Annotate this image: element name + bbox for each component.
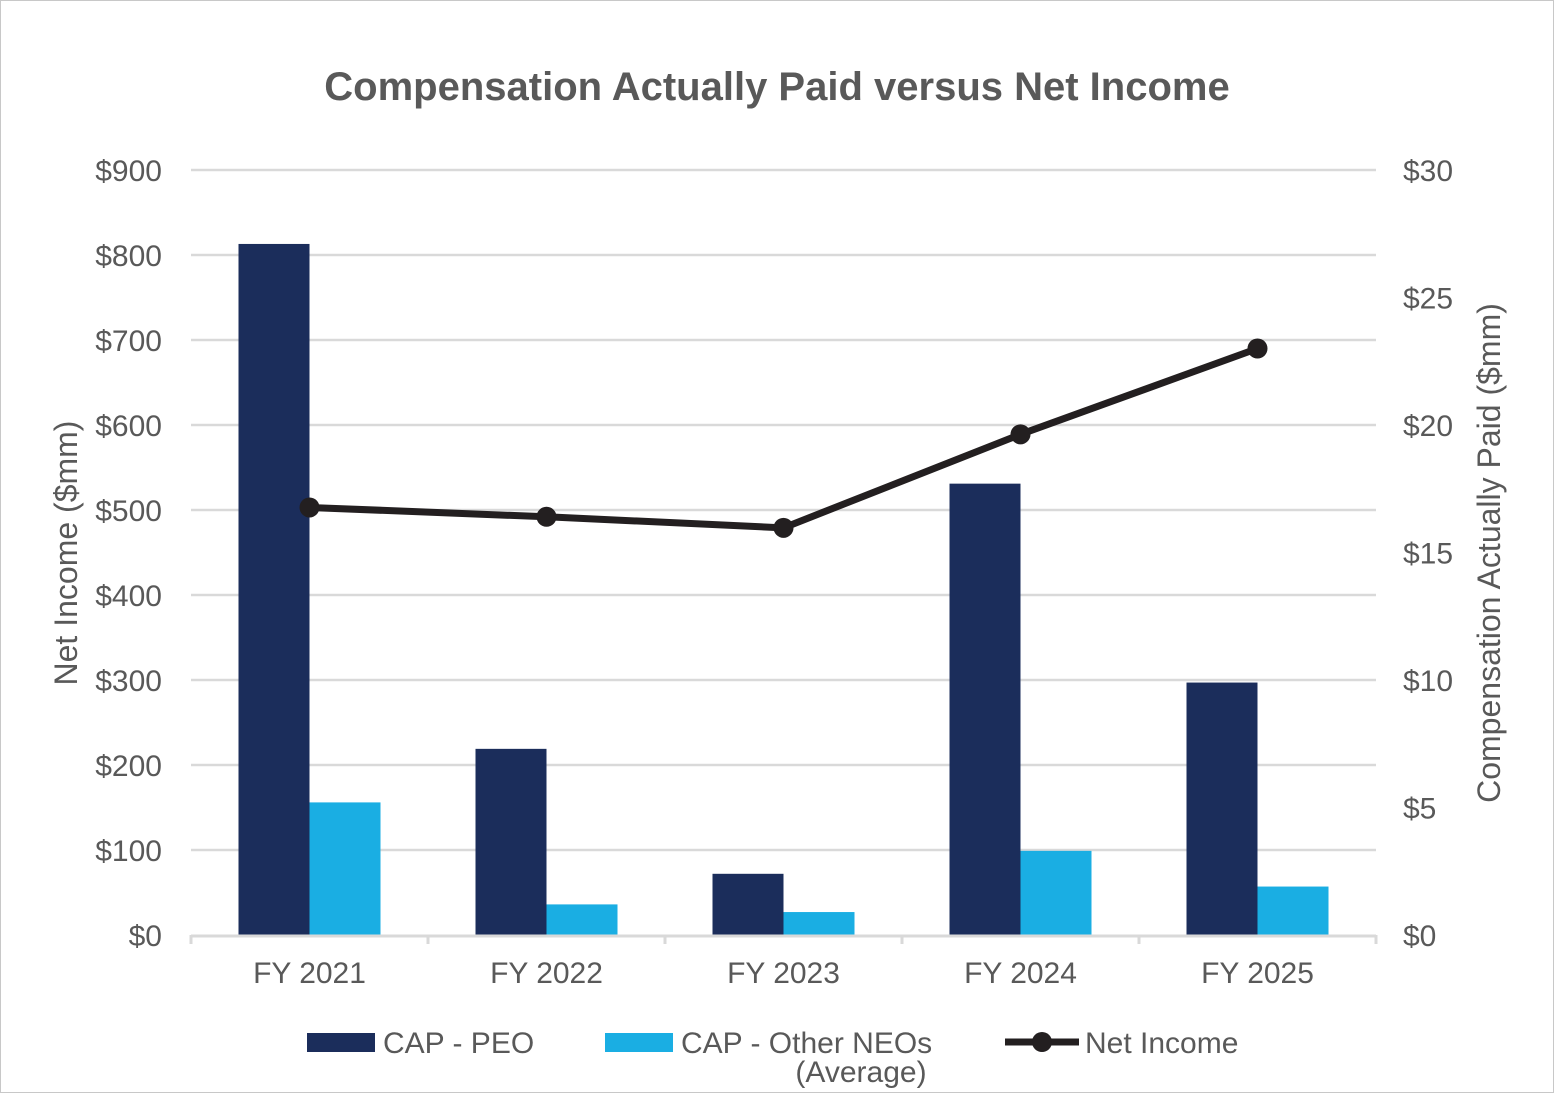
right-tick-label: $10	[1403, 665, 1453, 698]
x-tick-label: FY 2022	[490, 957, 603, 990]
left-tick-label: $0	[129, 920, 162, 953]
legend-swatch-cap-peo	[307, 1033, 375, 1052]
right-tick-label: $30	[1403, 155, 1453, 188]
bar-cap-other-neos	[546, 904, 618, 935]
right-tick-label: $5	[1403, 793, 1436, 826]
net-income-point	[773, 517, 794, 538]
bar-cap-peo	[949, 483, 1021, 935]
right-tick-label: $0	[1403, 920, 1436, 953]
left-tick-label: $500	[95, 495, 162, 528]
left-tick-label: $900	[95, 155, 162, 188]
left-tick-label: $600	[95, 410, 162, 443]
net-income-point	[1010, 424, 1031, 445]
right-axis-ticks: $0 $5 $10 $15 $20 $25 $30	[1403, 155, 1453, 953]
x-tick-label: FY 2024	[964, 957, 1077, 990]
right-axis-label: Compensation Actually Paid ($mm)	[1471, 303, 1507, 803]
net-income-point	[536, 506, 557, 527]
x-tick-label: FY 2021	[253, 957, 366, 990]
bar-cap-peo	[238, 243, 310, 935]
legend: CAP - PEO CAP - Other NEOs (Average) Net…	[307, 1027, 1238, 1089]
gridlines	[191, 168, 1376, 852]
x-tick-label: FY 2023	[727, 957, 840, 990]
bar-cap-peo	[1186, 682, 1258, 935]
net-income-series-line	[309, 345, 1259, 532]
legend-label-cap-other-neos-average: (Average)	[795, 1056, 926, 1089]
chart-title: Compensation Actually Paid versus Net In…	[324, 65, 1229, 109]
bar-cap-peo	[475, 748, 547, 935]
left-tick-label: $200	[95, 750, 162, 783]
x-tick-label: FY 2025	[1201, 957, 1314, 990]
left-tick-label: $300	[95, 665, 162, 698]
legend-label-cap-other-neos: CAP - Other NEOs	[681, 1027, 932, 1060]
legend-swatch-cap-other-neos	[605, 1033, 673, 1052]
right-tick-label: $15	[1403, 538, 1453, 571]
bar-cap-other-neos	[783, 912, 855, 935]
bars	[238, 243, 1329, 935]
left-tick-label: $800	[95, 240, 162, 273]
left-axis-ticks: $0 $100 $200 $300 $400 $500 $600 $700 $800 $900	[95, 155, 162, 953]
right-tick-label: $20	[1403, 410, 1453, 443]
legend-label-cap-peo: CAP - PEO	[383, 1027, 534, 1060]
bar-cap-peo	[712, 873, 784, 935]
right-tick-label: $25	[1403, 283, 1453, 316]
legend-swatch-net-income-marker	[1032, 1032, 1052, 1052]
net-income-line	[299, 338, 1268, 538]
left-tick-label: $100	[95, 835, 162, 868]
bar-cap-other-neos	[1020, 850, 1092, 935]
x-axis: FY 2021 FY 2022 FY 2023 FY 2024 FY 2025	[189, 934, 1378, 990]
net-income-point	[1247, 338, 1268, 359]
legend-label-net-income: Net Income	[1085, 1027, 1238, 1060]
left-axis-label: Net Income ($mm)	[48, 421, 84, 686]
net-income-point	[299, 497, 320, 518]
left-tick-label: $700	[95, 325, 162, 358]
bar-cap-other-neos	[1257, 886, 1329, 935]
left-tick-label: $400	[95, 580, 162, 613]
bar-cap-other-neos	[309, 802, 381, 935]
